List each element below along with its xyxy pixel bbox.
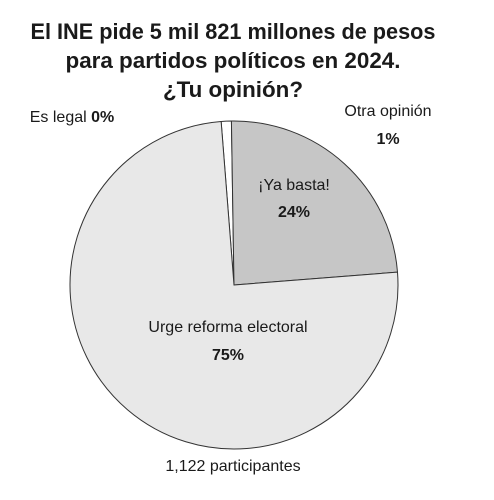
value-label: 24% [278, 204, 310, 221]
value-label: 0% [91, 109, 114, 126]
chart-title: El INE pide 5 mil 821 millones de pesos [31, 19, 436, 44]
category-label: Es legal [30, 109, 87, 126]
chart-title: ¿Tu opinión? [163, 77, 303, 102]
value-label: 75% [212, 347, 244, 364]
value-label: 1% [376, 131, 399, 148]
slice-label: Es legal 0% [30, 109, 115, 126]
footer: 1,122 participantes [165, 458, 300, 475]
category-label: Otra opinión [344, 103, 431, 120]
category-label: ¡Ya basta! [258, 177, 330, 194]
chart-title: para partidos políticos en 2024. [66, 48, 401, 73]
category-label: Urge reforma electoral [148, 319, 307, 336]
pie-slice [230, 120, 399, 286]
pie-slice [69, 120, 399, 450]
